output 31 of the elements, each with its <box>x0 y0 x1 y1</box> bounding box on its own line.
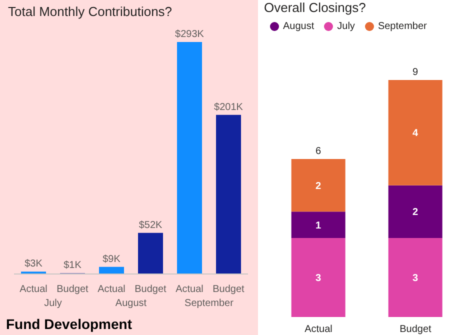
x-tick-label: Budget <box>56 284 89 295</box>
data-label: $1K <box>64 260 82 272</box>
data-label: $9K <box>102 254 121 265</box>
text: September <box>184 298 234 309</box>
data-label: 2 <box>412 207 419 218</box>
data-label: $52K <box>138 220 163 231</box>
total-label: 6 <box>316 146 322 157</box>
data-label: $3K <box>24 258 43 270</box>
chart-title: Total Monthly Contributions? <box>8 4 172 19</box>
data-label: 2 <box>316 180 322 192</box>
data-label: $293K <box>175 29 204 40</box>
data-label: 3 <box>412 273 419 284</box>
data-label: $201K <box>214 102 244 113</box>
x-tick-label: Budget <box>400 324 432 335</box>
legend-label: September <box>378 21 427 32</box>
x-tick-label: Actual <box>176 284 204 295</box>
text: July <box>44 298 62 309</box>
data-label: 3 <box>316 273 322 284</box>
x-tick-label: Actual <box>20 284 48 295</box>
data-label: 1 <box>316 220 322 232</box>
total-label: 9 <box>412 67 419 78</box>
x-tick-label: Actual <box>304 324 332 335</box>
legend-label: August <box>283 21 314 32</box>
data-label: 4 <box>412 128 419 140</box>
chart-title: Overall Closings? <box>264 0 366 15</box>
x-tick-label: Actual <box>98 284 126 295</box>
legend-label: July <box>337 21 355 32</box>
text: Fund Development <box>6 316 132 332</box>
x-tick-label: Budget <box>134 284 167 295</box>
x-tick-label: Budget <box>212 284 245 295</box>
text: August <box>115 298 147 309</box>
